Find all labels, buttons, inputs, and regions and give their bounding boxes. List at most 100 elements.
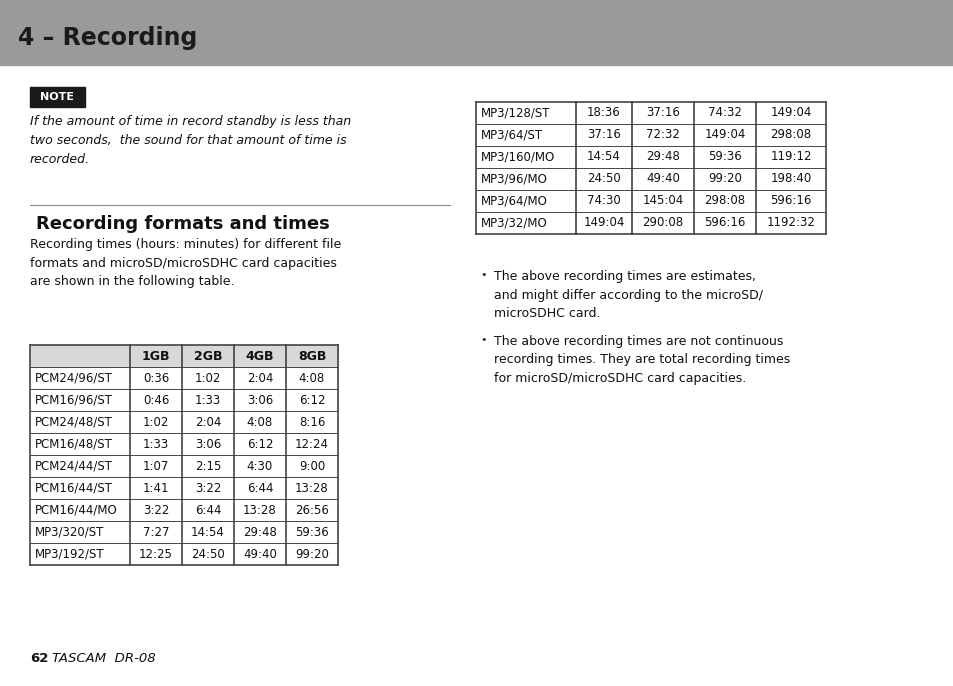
Text: 145:04: 145:04 [641,195,683,207]
Text: The above recording times are estimates,
and might differ according to the micro: The above recording times are estimates,… [494,270,762,320]
Text: 298:08: 298:08 [703,195,745,207]
Text: 4:08: 4:08 [247,416,273,429]
Text: 1192:32: 1192:32 [766,217,815,230]
Text: PCM24/96/ST: PCM24/96/ST [35,372,112,384]
Text: 14:54: 14:54 [191,525,225,539]
Text: PCM24/48/ST: PCM24/48/ST [35,416,112,429]
Text: 4:30: 4:30 [247,460,273,473]
Text: PCM16/44/ST: PCM16/44/ST [35,482,112,495]
Bar [476,124,825,146]
Text: PCM16/48/ST: PCM16/48/ST [35,438,112,451]
Text: 149:04: 149:04 [582,217,624,230]
Bar [30,543,337,565]
Text: 4 – Recording: 4 – Recording [18,26,197,50]
Bar [30,477,337,499]
Text: 74:32: 74:32 [707,106,741,119]
Text: 72:32: 72:32 [645,128,679,141]
Text: 49:40: 49:40 [645,172,679,185]
Text: 62: 62 [30,652,49,665]
Text: 3:06: 3:06 [247,394,273,407]
Text: 290:08: 290:08 [641,217,683,230]
Text: MP3/96/MO: MP3/96/MO [480,172,547,185]
Text: •: • [479,335,486,345]
Text: 49:40: 49:40 [243,547,276,560]
Text: 8GB: 8GB [297,349,326,362]
Bar [30,367,337,389]
Text: 4:08: 4:08 [298,372,325,384]
Text: 596:16: 596:16 [769,195,811,207]
Text: 18:36: 18:36 [586,106,620,119]
Text: 74:30: 74:30 [586,195,620,207]
Bar [0,0,953,65]
Bar [30,389,337,411]
Text: 119:12: 119:12 [769,150,811,163]
Text: 596:16: 596:16 [703,217,745,230]
Text: 1:41: 1:41 [143,482,169,495]
Text: 24:50: 24:50 [586,172,620,185]
Text: 0:46: 0:46 [143,394,169,407]
Bar [30,499,337,521]
Text: 12:25: 12:25 [139,547,172,560]
Bar [476,212,825,234]
Text: MP3/320/ST: MP3/320/ST [35,525,104,539]
Bar [30,87,85,107]
Text: 26:56: 26:56 [294,504,329,517]
Text: MP3/64/ST: MP3/64/ST [480,128,542,141]
Text: 2:15: 2:15 [194,460,221,473]
Text: 37:16: 37:16 [586,128,620,141]
Text: 7:27: 7:27 [143,525,169,539]
Bar [30,433,337,455]
Text: PCM16/44/MO: PCM16/44/MO [35,504,117,517]
Text: 3:06: 3:06 [194,438,221,451]
Text: 6:44: 6:44 [247,482,273,495]
Text: MP3/64/MO: MP3/64/MO [480,195,547,207]
Text: 2:04: 2:04 [247,372,273,384]
Text: MP3/32/MO: MP3/32/MO [480,217,547,230]
Text: 1GB: 1GB [142,349,170,362]
Text: 9:00: 9:00 [298,460,325,473]
Text: MP3/160/MO: MP3/160/MO [480,150,555,163]
Text: Recording formats and times: Recording formats and times [36,215,330,233]
Text: Recording times (hours: minutes) for different file
formats and microSD/microSDH: Recording times (hours: minutes) for dif… [30,238,341,288]
Text: 12:24: 12:24 [294,438,329,451]
Bar [476,146,825,168]
Text: PCM16/96/ST: PCM16/96/ST [35,394,112,407]
Text: 13:28: 13:28 [294,482,329,495]
Text: 149:04: 149:04 [769,106,811,119]
Text: 99:20: 99:20 [707,172,741,185]
Bar [30,455,337,477]
Text: 298:08: 298:08 [770,128,811,141]
Text: PCM24/44/ST: PCM24/44/ST [35,460,112,473]
Text: 99:20: 99:20 [294,547,329,560]
Bar [30,411,337,433]
Text: 1:07: 1:07 [143,460,169,473]
Bar [476,168,825,190]
Text: 1:02: 1:02 [194,372,221,384]
Text: 6:12: 6:12 [298,394,325,407]
Text: 0:36: 0:36 [143,372,169,384]
Text: 14:54: 14:54 [586,150,620,163]
Text: 198:40: 198:40 [770,172,811,185]
Text: •: • [479,270,486,280]
Text: 3:22: 3:22 [194,482,221,495]
Bar [476,190,825,212]
Text: 149:04: 149:04 [703,128,745,141]
Text: If the amount of time in record standby is less than
two seconds,  the sound for: If the amount of time in record standby … [30,115,351,166]
Bar [30,521,337,543]
Text: 1:33: 1:33 [143,438,169,451]
Text: 2:04: 2:04 [194,416,221,429]
Text: 3:22: 3:22 [143,504,169,517]
Text: The above recording times are not continuous
recording times. They are total rec: The above recording times are not contin… [494,335,789,385]
Text: 4GB: 4GB [246,349,274,362]
Text: TASCAM  DR-08: TASCAM DR-08 [52,652,155,665]
Text: 8:16: 8:16 [298,416,325,429]
Text: 1:33: 1:33 [194,394,221,407]
Text: 24:50: 24:50 [191,547,225,560]
Text: 1:02: 1:02 [143,416,169,429]
Text: MP3/192/ST: MP3/192/ST [35,547,105,560]
Text: 13:28: 13:28 [243,504,276,517]
Text: 29:48: 29:48 [645,150,679,163]
Text: MP3/128/ST: MP3/128/ST [480,106,550,119]
Bar [476,102,825,124]
Text: 59:36: 59:36 [294,525,329,539]
